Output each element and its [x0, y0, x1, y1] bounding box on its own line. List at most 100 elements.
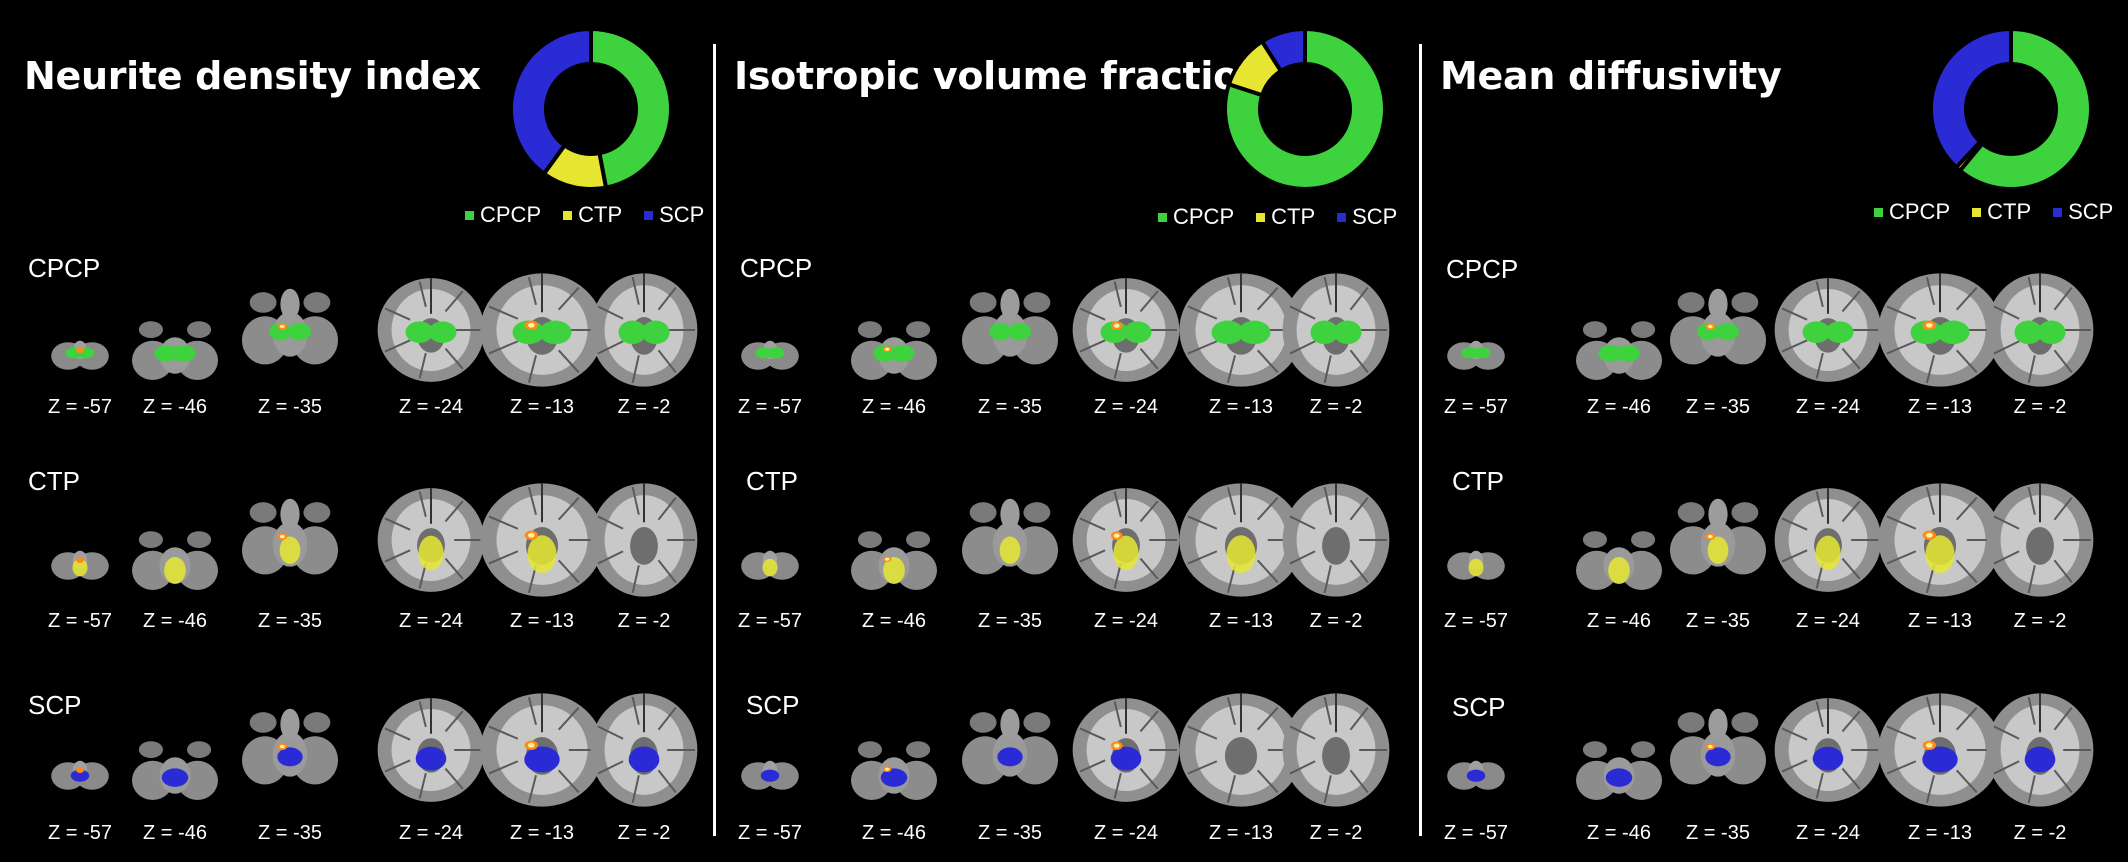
brain-slice	[1770, 486, 1886, 598]
brain-slice	[1278, 271, 1394, 393]
brain-slice	[1278, 481, 1394, 603]
z-coordinate-label: Z = -24	[399, 822, 463, 844]
brain-slice-image	[242, 498, 338, 575]
brain-slice	[586, 271, 702, 393]
z-coordinate-label: Z = -35	[258, 396, 322, 418]
brain-slice	[1770, 696, 1886, 808]
legend-swatch-green	[1158, 212, 1167, 222]
legend-swatch-blue	[2053, 207, 2063, 217]
z-coordinate-label: Z = -13	[510, 822, 574, 844]
brain-slice	[1670, 287, 1766, 377]
brain-slice-image	[1447, 760, 1505, 790]
brain-slice	[242, 497, 338, 587]
donut-slice-scp	[509, 26, 593, 177]
brain-slice	[851, 317, 937, 391]
brain-slice	[851, 737, 937, 811]
brain-slice-image	[377, 698, 485, 802]
z-coordinate-label: Z = -46	[862, 396, 926, 418]
brain-slice-image	[962, 498, 1058, 575]
brain-slice	[1068, 486, 1184, 598]
donut-slice-cpcp	[1957, 26, 2093, 191]
z-coordinate-label: Z = -57	[1444, 396, 1508, 418]
brain-slice-image	[851, 531, 937, 590]
donut-chart	[509, 26, 673, 191]
brain-slice-image	[741, 760, 799, 790]
brain-slice-image	[1576, 321, 1662, 380]
legend-swatch-yellow	[1256, 212, 1266, 222]
brain-slice	[475, 271, 609, 393]
brain-slice-image	[590, 483, 698, 597]
brain-slice-image	[1878, 483, 2002, 597]
brain-slice-image	[851, 321, 937, 380]
z-coordinate-label: Z = -57	[1444, 610, 1508, 632]
brain-slice-image	[1072, 698, 1180, 802]
brain-slice	[1576, 737, 1662, 811]
z-coordinate-label: Z = -46	[143, 610, 207, 632]
legend-item-ctp: CTP	[1972, 199, 2031, 225]
brain-slice	[1174, 691, 1308, 813]
panel-title: Isotropic volume fraction	[734, 54, 1266, 98]
brain-slice	[962, 707, 1058, 797]
z-coordinate-label: Z = -35	[978, 822, 1042, 844]
z-coordinate-label: Z = -35	[1686, 396, 1750, 418]
brain-slice	[740, 539, 800, 589]
brain-slice-image	[962, 288, 1058, 365]
legend-item-ctp: CTP	[563, 202, 622, 228]
panel-title: Mean diffusivity	[1440, 54, 1782, 98]
row-label-ctp: CTP	[28, 466, 80, 496]
brain-slice	[1770, 276, 1886, 388]
brain-slice	[1068, 696, 1184, 808]
brain-slice-image	[1282, 483, 1390, 597]
brain-slice-image	[51, 340, 109, 370]
z-coordinate-label: Z = -35	[1686, 822, 1750, 844]
legend-swatch-yellow	[563, 210, 573, 220]
brain-slice	[132, 317, 218, 391]
z-coordinate-label: Z = -46	[1587, 610, 1651, 632]
z-coordinate-label: Z = -57	[738, 396, 802, 418]
donut-slice-scp	[1929, 26, 2013, 171]
brain-slice-image	[132, 741, 218, 800]
brain-slice-image	[1072, 278, 1180, 382]
brain-slice-image	[1576, 741, 1662, 800]
z-coordinate-label: Z = -57	[48, 610, 112, 632]
z-coordinate-label: Z = -24	[1796, 822, 1860, 844]
z-coordinate-label: Z = -2	[1309, 822, 1363, 844]
brain-slice-image	[1179, 483, 1303, 597]
legend-swatch-green	[465, 210, 474, 220]
z-coordinate-label: Z = -57	[738, 822, 802, 844]
brain-slice-image	[1986, 273, 2094, 387]
row-label-ctp: CTP	[746, 466, 798, 496]
z-coordinate-label: Z = -35	[258, 822, 322, 844]
brain-slice	[1982, 691, 2098, 813]
brain-slice-image	[1072, 488, 1180, 592]
z-coordinate-label: Z = -24	[1094, 822, 1158, 844]
brain-slice-image	[1986, 693, 2094, 807]
brain-slice-image	[51, 760, 109, 790]
brain-slice-image	[1774, 488, 1882, 592]
legend-item-scp: SCP	[2053, 199, 2113, 225]
brain-slice	[962, 497, 1058, 587]
z-coordinate-label: Z = -2	[617, 396, 671, 418]
brain-slice-image	[377, 278, 485, 382]
brain-slice-image	[1878, 693, 2002, 807]
brain-slice	[373, 486, 489, 598]
brain-slice	[586, 481, 702, 603]
row-label-cpcp: CPCP	[28, 253, 101, 283]
brain-slice	[1278, 691, 1394, 813]
brain-slice-image	[1670, 708, 1766, 785]
brain-slice-image	[377, 488, 485, 592]
legend-swatch-blue	[644, 210, 654, 220]
brain-slice	[740, 749, 800, 799]
z-coordinate-label: Z = -13	[1209, 396, 1273, 418]
legend-item-ctp: CTP	[1256, 204, 1315, 230]
z-coordinate-label: Z = -13	[1908, 822, 1972, 844]
z-coordinate-label: Z = -2	[2013, 396, 2067, 418]
brain-slice-image	[242, 708, 338, 785]
panel-isotropic-volume-fraction: Isotropic volume fraction CPCP CTP SCP C…	[712, 0, 1418, 862]
z-coordinate-label: Z = -24	[1796, 396, 1860, 418]
chart-legend: CPCP CTP SCP	[465, 202, 704, 228]
row-label-cpcp: CPCP	[740, 253, 813, 283]
brain-slice	[1446, 329, 1506, 379]
z-coordinate-label: Z = -2	[617, 822, 671, 844]
brain-slice	[740, 329, 800, 379]
